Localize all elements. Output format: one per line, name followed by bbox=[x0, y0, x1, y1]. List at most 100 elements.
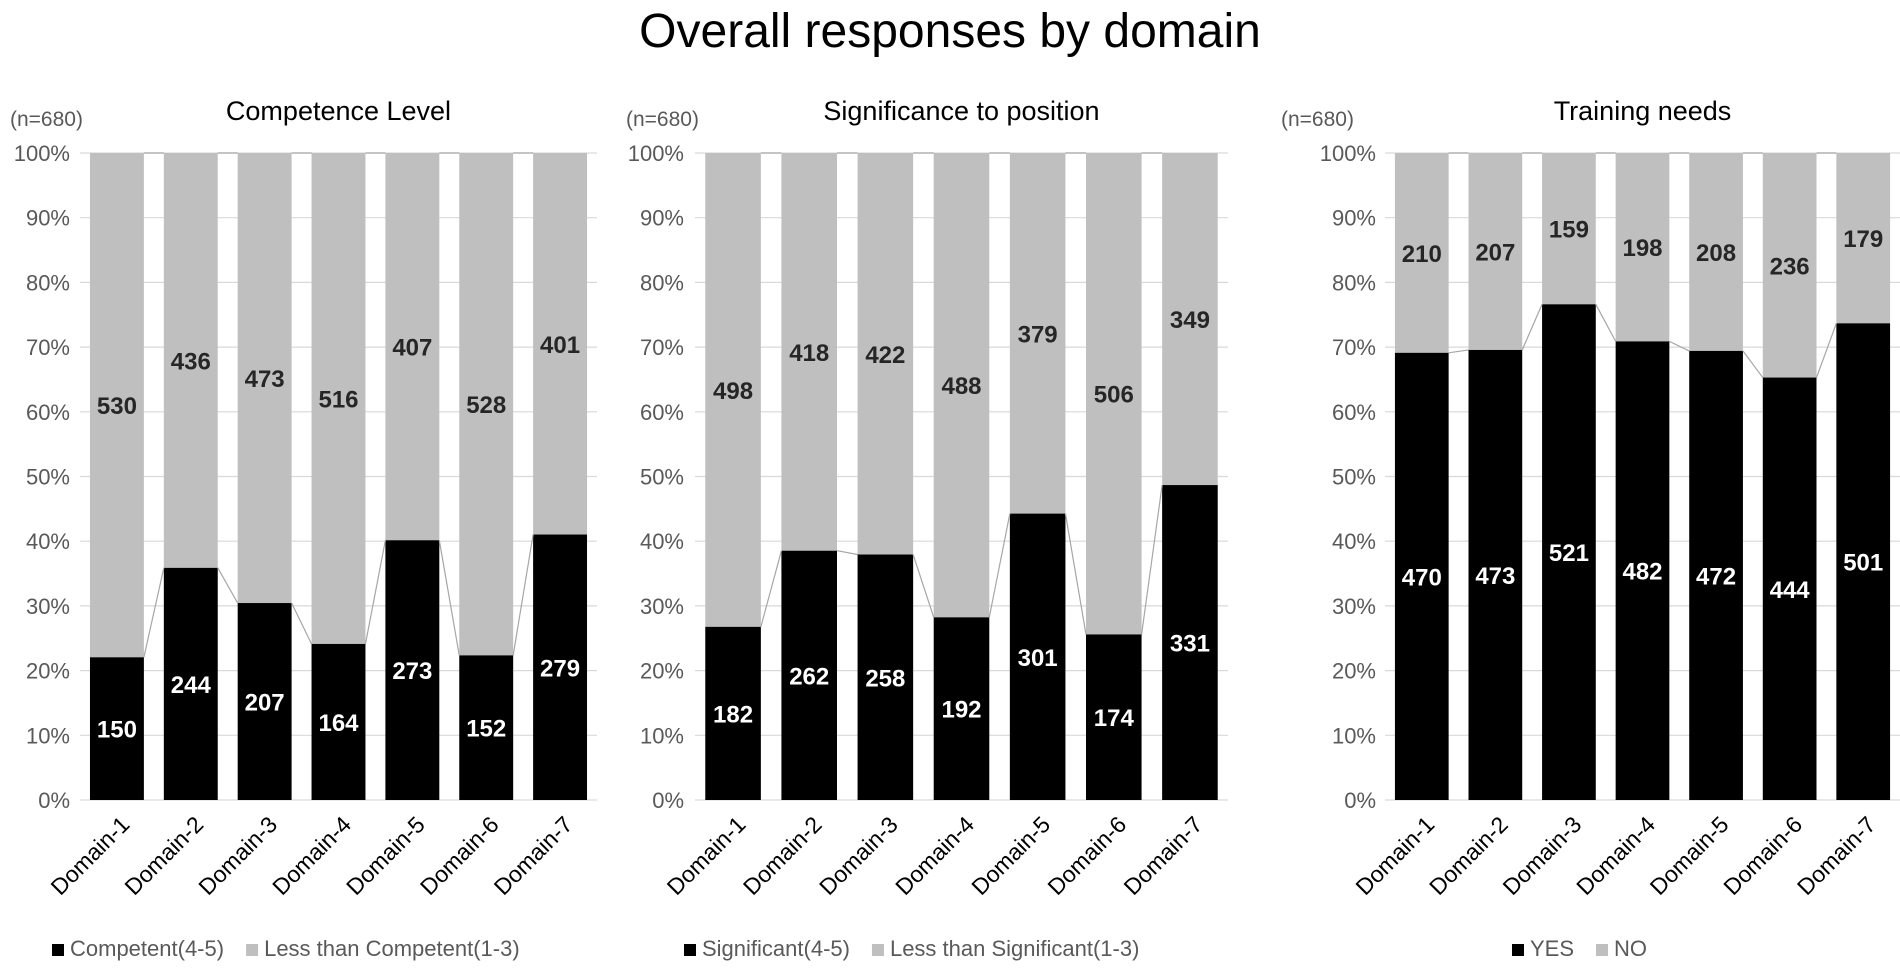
bar-segment-less-than-significant-1-3- bbox=[705, 153, 761, 627]
data-label: 301 bbox=[1018, 645, 1058, 672]
legend-label: Competent(4-5) bbox=[70, 936, 224, 961]
legend-label: Significant(4-5) bbox=[702, 936, 850, 961]
y-tick-label: 50% bbox=[26, 465, 70, 490]
x-tick-label: Domain-5 bbox=[1645, 811, 1734, 900]
figure-title: Overall responses by domain bbox=[639, 5, 1261, 58]
bar-segment-no bbox=[1762, 153, 1817, 378]
y-tick-label: 40% bbox=[1332, 529, 1376, 554]
bar-segment-less-than-significant-1-3- bbox=[1085, 153, 1142, 635]
data-label: 279 bbox=[540, 655, 580, 682]
chart-panel-1: Competence Level (n=680) 0% 10% 20% 30% 40% 50%… bbox=[10, 96, 597, 961]
data-label: 150 bbox=[97, 717, 137, 744]
data-label: 262 bbox=[789, 663, 829, 690]
bar-segment-less-than-significant-1-3- bbox=[781, 153, 838, 551]
series-line bbox=[291, 602, 313, 645]
x-tick-label: Domain-6 bbox=[1042, 811, 1131, 900]
legend: YES NO bbox=[1512, 936, 1647, 961]
y-tick-label: 20% bbox=[1332, 659, 1376, 684]
series-line bbox=[760, 550, 783, 627]
data-label: 472 bbox=[1696, 563, 1736, 590]
bar-segment-no bbox=[1394, 153, 1449, 353]
data-label: 159 bbox=[1549, 217, 1589, 244]
series-line bbox=[438, 540, 460, 656]
bar-segment-less-than-significant-1-3- bbox=[1009, 153, 1066, 514]
series-line bbox=[1448, 349, 1469, 354]
bar-segment-competent-4-5- bbox=[163, 567, 218, 800]
bar-segment-no bbox=[1468, 153, 1523, 350]
bar-segment-less-than-competent-1-3- bbox=[311, 153, 366, 644]
x-tick-label: Domain-4 bbox=[890, 811, 979, 900]
series-line bbox=[1064, 513, 1087, 635]
y-tick-label: 90% bbox=[640, 206, 684, 231]
bar-segment-yes bbox=[1615, 341, 1670, 800]
data-label: 198 bbox=[1622, 235, 1662, 262]
y-tick-label: 100% bbox=[628, 141, 684, 166]
data-label: 401 bbox=[540, 332, 580, 359]
legend-label: NO bbox=[1614, 936, 1647, 961]
data-label: 210 bbox=[1402, 241, 1442, 268]
y-tick-label: 90% bbox=[1332, 206, 1376, 231]
data-label: 208 bbox=[1696, 240, 1736, 267]
legend: Significant(4-5) Less than Significant(1-… bbox=[684, 936, 1139, 961]
y-tick-label: 60% bbox=[640, 400, 684, 425]
data-label: 379 bbox=[1018, 321, 1058, 348]
y-tick-label: 80% bbox=[1332, 270, 1376, 295]
data-label: 152 bbox=[466, 716, 506, 743]
data-label: 422 bbox=[865, 342, 905, 369]
y-tick-label: 100% bbox=[14, 141, 70, 166]
y-tick-label: 90% bbox=[26, 206, 70, 231]
legend: Competent(4-5) Less than Competent(1-3) bbox=[52, 936, 520, 961]
data-label: 473 bbox=[1475, 563, 1515, 590]
x-tick-label: Domain-3 bbox=[1498, 811, 1587, 900]
y-tick-label: 40% bbox=[640, 529, 684, 554]
y-tick-label: 80% bbox=[640, 270, 684, 295]
x-tick-label: Domain-4 bbox=[1571, 811, 1660, 900]
y-tick-label: 0% bbox=[652, 788, 684, 813]
x-tick-label: Domain-3 bbox=[814, 811, 903, 900]
x-tick-label: Domain-1 bbox=[1350, 811, 1439, 900]
y-tick-label: 0% bbox=[38, 788, 70, 813]
y-tick-label: 100% bbox=[1320, 141, 1376, 166]
y-tick-label: 0% bbox=[1344, 788, 1376, 813]
data-label: 498 bbox=[713, 378, 753, 405]
bar-segment-less-than-competent-1-3- bbox=[459, 153, 514, 656]
data-label: 258 bbox=[865, 665, 905, 692]
legend-label: Less than Competent(1-3) bbox=[264, 936, 520, 961]
bar-segment-less-than-competent-1-3- bbox=[385, 153, 440, 541]
legend-swatch bbox=[1596, 944, 1609, 956]
y-tick-label: 80% bbox=[26, 270, 70, 295]
legend-swatch bbox=[871, 944, 884, 956]
bar-segment-significant-4-5- bbox=[857, 554, 914, 800]
sample-size-label: (n=680) bbox=[626, 108, 699, 131]
bar-segment-competent-4-5- bbox=[533, 534, 588, 800]
y-tick-label: 10% bbox=[26, 723, 70, 748]
bar-segment-yes bbox=[1836, 323, 1891, 800]
bar-segment-less-than-significant-1-3- bbox=[1162, 153, 1218, 486]
data-label: 488 bbox=[941, 373, 981, 400]
series-line bbox=[912, 554, 935, 618]
data-label: 164 bbox=[318, 710, 359, 737]
bar-segment-yes bbox=[1689, 350, 1743, 800]
data-label: 418 bbox=[789, 340, 829, 367]
x-tick-label: Domain-5 bbox=[966, 811, 1055, 900]
data-label: 521 bbox=[1549, 540, 1589, 567]
data-label: 207 bbox=[245, 690, 285, 717]
data-label: 436 bbox=[171, 348, 211, 375]
data-label: 530 bbox=[97, 393, 137, 420]
series-line bbox=[364, 540, 386, 645]
bar-segment-competent-4-5- bbox=[385, 540, 440, 800]
bar-segment-significant-4-5- bbox=[781, 550, 838, 800]
data-label: 482 bbox=[1622, 559, 1662, 586]
data-label: 506 bbox=[1094, 382, 1134, 409]
y-tick-label: 30% bbox=[1332, 594, 1376, 619]
y-tick-label: 20% bbox=[640, 659, 684, 684]
bar-segment-significant-4-5- bbox=[933, 617, 990, 800]
legend-label: Less than Significant(1-3) bbox=[890, 936, 1139, 961]
x-tick-label: Domain-2 bbox=[119, 811, 208, 900]
y-tick-label: 20% bbox=[26, 659, 70, 684]
x-tick-label: Domain-2 bbox=[738, 811, 827, 900]
y-tick-label: 70% bbox=[640, 335, 684, 360]
y-tick-label: 60% bbox=[1332, 400, 1376, 425]
y-tick-label: 60% bbox=[26, 400, 70, 425]
series-line bbox=[1669, 340, 1690, 352]
